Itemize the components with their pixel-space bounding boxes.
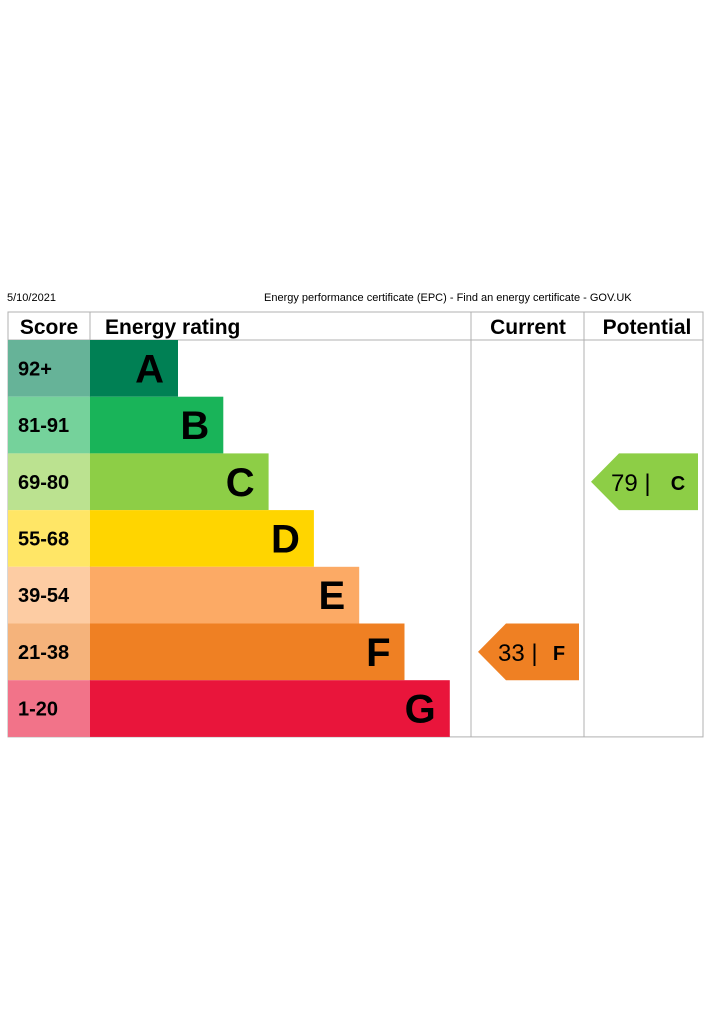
current-rating-arrow: [478, 623, 579, 681]
current-band-letter: F: [553, 643, 565, 665]
current-column-header: Current: [490, 316, 566, 339]
score-range-e: 39-54: [18, 585, 70, 607]
rating-letter-f: F: [366, 631, 390, 675]
score-range-b: 81-91: [18, 415, 69, 437]
score-cell-d: [8, 510, 90, 567]
print-page-title: Energy performance certificate (EPC) - F…: [264, 292, 632, 304]
score-cell-b: [8, 396, 90, 454]
rating-bar-g: [90, 680, 450, 737]
score-cell-c: [8, 453, 90, 511]
score-range-f: 21-38: [18, 642, 69, 664]
rating-letter-a: A: [135, 347, 164, 391]
score-range-c: 69-80: [18, 472, 69, 494]
rating-letter-b: B: [180, 404, 209, 448]
score-range-d: 55-68: [18, 528, 69, 550]
rating-letter-e: E: [319, 574, 346, 618]
rating-letter-c: C: [226, 461, 255, 505]
score-cell-f: [8, 623, 90, 681]
potential-score-label: 79 |: [611, 470, 651, 497]
score-column-header: Score: [20, 316, 78, 339]
rating-bar-a: [90, 340, 178, 397]
score-cell-e: [8, 566, 90, 624]
score-range-g: 1-20: [18, 699, 58, 721]
rating-bar-c: [90, 453, 269, 511]
current-score-label: 33 |: [498, 640, 538, 667]
energy-rating-column-header: Energy rating: [105, 316, 240, 339]
score-range-a: 92+: [18, 358, 52, 380]
score-cell-g: [8, 680, 90, 737]
rating-bar-d: [90, 510, 314, 567]
potential-rating-arrow: [591, 453, 698, 511]
potential-column-header: Potential: [603, 316, 692, 339]
rating-bar-e: [90, 566, 360, 624]
rating-bar-f: [90, 623, 405, 681]
score-cell-a: [8, 340, 90, 397]
potential-band-letter: C: [671, 473, 685, 495]
rating-letter-d: D: [271, 517, 300, 561]
rating-letter-g: G: [405, 688, 436, 732]
print-date: 5/10/2021: [7, 292, 56, 304]
rating-bar-b: [90, 396, 224, 454]
